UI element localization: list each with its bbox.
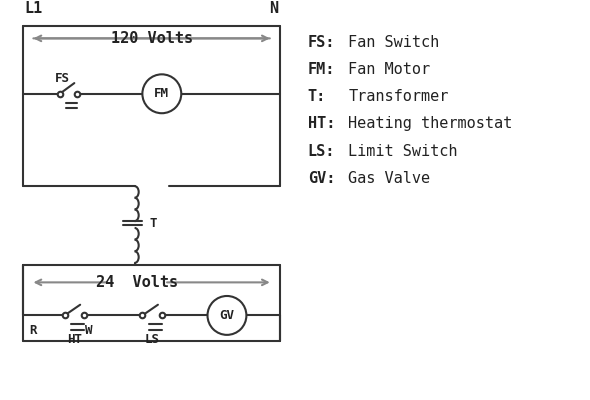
Text: GV:: GV:	[307, 171, 335, 186]
Text: LS: LS	[145, 333, 160, 346]
Text: FS:: FS:	[307, 35, 335, 50]
Text: T: T	[149, 216, 157, 230]
Text: FS: FS	[55, 72, 70, 85]
Circle shape	[208, 296, 247, 335]
Text: N: N	[270, 1, 278, 16]
Text: FM: FM	[155, 87, 169, 100]
Text: Heating thermostat: Heating thermostat	[349, 116, 513, 132]
Text: HT: HT	[67, 333, 82, 346]
Text: LS:: LS:	[307, 144, 335, 159]
Text: Transformer: Transformer	[349, 89, 449, 104]
Text: Limit Switch: Limit Switch	[349, 144, 458, 159]
Text: 120 Volts: 120 Volts	[110, 31, 193, 46]
Text: T:: T:	[307, 89, 326, 104]
Text: FM:: FM:	[307, 62, 335, 77]
Text: GV: GV	[219, 309, 234, 322]
Text: 24  Volts: 24 Volts	[96, 275, 178, 290]
Text: Fan Switch: Fan Switch	[349, 35, 440, 50]
Text: R: R	[29, 324, 36, 338]
Circle shape	[142, 74, 181, 113]
Text: HT:: HT:	[307, 116, 335, 132]
Text: Fan Motor: Fan Motor	[349, 62, 431, 77]
Text: W: W	[85, 324, 93, 338]
Text: Gas Valve: Gas Valve	[349, 171, 431, 186]
Text: L1: L1	[25, 1, 43, 16]
